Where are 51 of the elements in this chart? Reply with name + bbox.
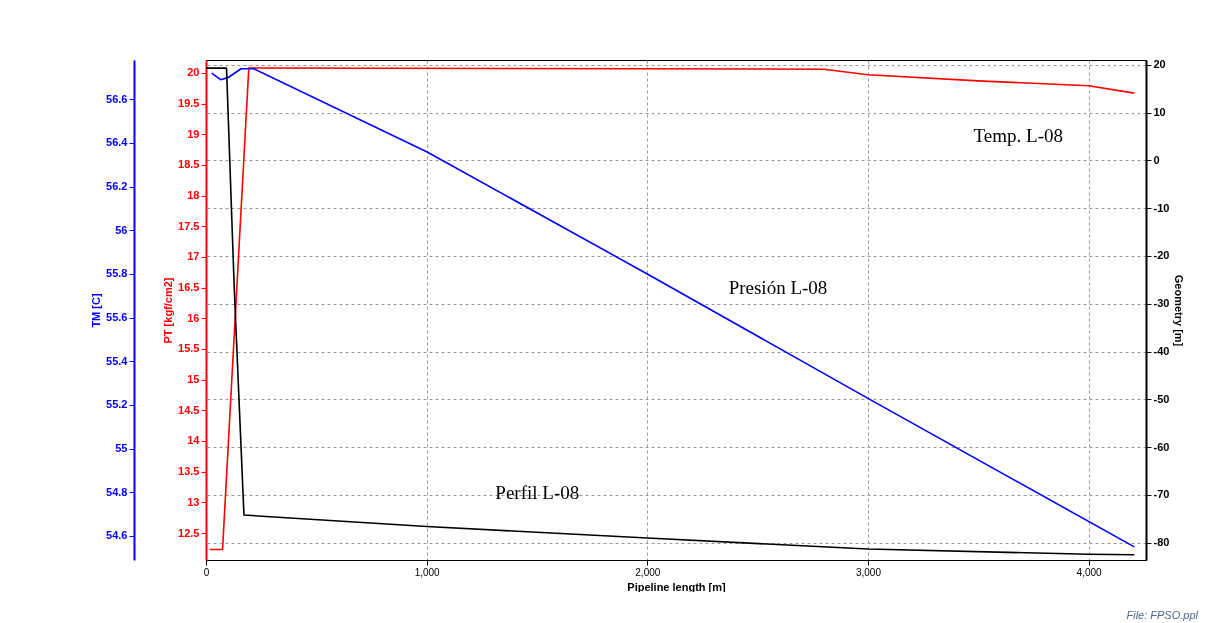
y-tick-label: 20	[187, 66, 200, 79]
y3-tick-label: -40	[1153, 345, 1170, 358]
y2-tick-label: 54.6	[106, 529, 128, 542]
y-tick-label: 19.5	[178, 97, 200, 110]
y3-tick-label: -60	[1153, 440, 1170, 453]
text: Temp. L-08	[973, 124, 1064, 146]
y-tick-label: 18	[187, 189, 200, 202]
series-label: Presión L-08	[728, 277, 828, 299]
y3-tick-label: -20	[1153, 249, 1170, 262]
y-tick-label: 17.5	[178, 219, 200, 232]
y-tick-label: 13.5	[178, 465, 200, 478]
y2-tick-label: 56	[115, 223, 128, 236]
y3-tick-label: -10	[1153, 201, 1170, 214]
y2-tick-label: 54.8	[106, 485, 128, 498]
y2-axis-title: TM [C]	[90, 293, 103, 328]
y-tick-label: 13	[187, 495, 200, 508]
y2-tick-label: 56.4	[106, 136, 129, 149]
y3-tick-label: -80	[1153, 536, 1170, 549]
x-tick-label: 0	[203, 566, 210, 578]
y-tick-label: 14	[187, 434, 201, 447]
y-tick-label: 14.5	[178, 403, 200, 416]
y2-tick-label: 56.2	[106, 180, 128, 193]
y2-tick-label: 55.4	[106, 354, 129, 367]
y-tick-label: 15.5	[178, 342, 200, 355]
y3-tick-label: -50	[1153, 392, 1170, 405]
y-tick-label: 12.5	[178, 526, 200, 539]
y2-tick-label: 55.2	[106, 398, 128, 411]
y3-tick-label: 0	[1153, 153, 1160, 166]
x-tick-label: 1,000	[414, 566, 441, 578]
y3-tick-label: -30	[1153, 297, 1170, 310]
x-tick-label: 2,000	[635, 566, 661, 578]
y2-tick-label: 55.8	[106, 267, 128, 280]
y-tick-label: 15	[187, 373, 200, 386]
y2-tick-label: 55	[115, 442, 128, 455]
series-label: Perfil L-08	[495, 482, 580, 504]
y-tick-label: 17	[187, 250, 200, 263]
y-tick-label: 18.5	[178, 158, 200, 171]
x-tick-label: 4,000	[1076, 566, 1103, 578]
y-tick-label: 19	[187, 127, 200, 140]
x-tick-label: 3,000	[855, 566, 882, 578]
x-axis-title: Pipeline length [m]	[627, 580, 727, 593]
y3-tick-label: 10	[1153, 106, 1166, 119]
y3-tick-label: -70	[1153, 488, 1170, 501]
y2-tick-label: 55.6	[106, 311, 128, 324]
y3-axis-title: Geometry [m]	[1173, 274, 1186, 347]
y2-tick-label: 56.6	[106, 92, 128, 105]
y3-tick-label: 20	[1153, 58, 1166, 71]
y-axis-title: PT [kgf/cm2]	[162, 277, 175, 344]
y-tick-label: 16	[187, 311, 200, 324]
y-tick-label: 16.5	[178, 281, 200, 294]
text: File: FPSO.ppl	[1126, 609, 1198, 621]
